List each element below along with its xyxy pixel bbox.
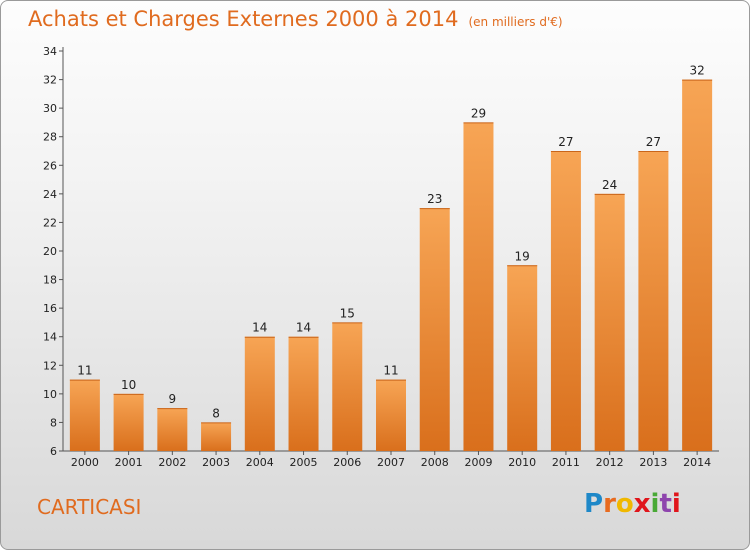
y-tick-label: 22 bbox=[43, 216, 57, 229]
bar bbox=[463, 122, 494, 451]
y-tick-label: 6 bbox=[50, 445, 57, 458]
bar-value-label: 9 bbox=[169, 392, 177, 406]
bar bbox=[244, 336, 275, 451]
bar bbox=[288, 336, 319, 451]
y-tick-label: 14 bbox=[43, 331, 57, 344]
bar-value-label: 27 bbox=[646, 135, 661, 149]
bar bbox=[376, 379, 406, 451]
chart-unit: (en milliers d'€) bbox=[468, 15, 563, 29]
x-tick-label: 2007 bbox=[377, 456, 405, 469]
logo-letter: P bbox=[584, 489, 604, 519]
logo-letter: i bbox=[671, 489, 681, 519]
bar bbox=[332, 322, 363, 451]
bar-value-label: 27 bbox=[558, 135, 573, 149]
bar-value-label: 11 bbox=[77, 364, 92, 378]
x-tick-label: 2004 bbox=[246, 456, 274, 469]
chart-title-block: Achats et Charges Externes 2000 à 2014 (e… bbox=[28, 7, 563, 31]
bar-value-label: 14 bbox=[296, 321, 311, 335]
logo-letter: t bbox=[659, 489, 672, 519]
x-tick-label: 2003 bbox=[202, 456, 230, 469]
x-tick-label: 2009 bbox=[464, 456, 492, 469]
x-tick-label: 2014 bbox=[683, 456, 711, 469]
bar bbox=[69, 379, 100, 451]
x-tick-label: 2002 bbox=[158, 456, 186, 469]
x-tick-label: 2010 bbox=[508, 456, 536, 469]
y-tick-label: 32 bbox=[43, 74, 57, 87]
y-tick-label: 26 bbox=[43, 159, 57, 172]
bar-value-label: 19 bbox=[515, 249, 530, 263]
y-tick-label: 28 bbox=[43, 131, 57, 144]
x-tick-label: 2008 bbox=[421, 456, 449, 469]
bar bbox=[507, 265, 538, 451]
y-tick-label: 10 bbox=[43, 388, 57, 401]
bar-value-label: 11 bbox=[383, 364, 398, 378]
bar-value-label: 8 bbox=[212, 406, 220, 420]
logo-letter: x bbox=[633, 489, 651, 519]
bar bbox=[594, 193, 625, 451]
y-tick-label: 30 bbox=[43, 102, 57, 115]
bar bbox=[201, 422, 232, 451]
bar-value-label: 32 bbox=[689, 64, 704, 78]
bar-value-label: 29 bbox=[471, 106, 486, 120]
bar-value-label: 10 bbox=[121, 378, 136, 392]
logo-letter: i bbox=[650, 489, 660, 519]
bar-value-label: 23 bbox=[427, 192, 442, 206]
x-tick-label: 2000 bbox=[71, 456, 99, 469]
y-tick-label: 12 bbox=[43, 359, 57, 372]
y-tick-label: 18 bbox=[43, 274, 57, 287]
logo-letter: o bbox=[615, 489, 634, 519]
bar bbox=[550, 151, 581, 451]
commune-name: CARTICASI bbox=[37, 495, 142, 519]
bar-value-label: 24 bbox=[602, 178, 617, 192]
y-tick-label: 20 bbox=[43, 245, 57, 258]
y-tick-label: 34 bbox=[43, 45, 57, 58]
bar bbox=[113, 393, 144, 451]
x-tick-label: 2013 bbox=[639, 456, 667, 469]
x-tick-label: 2005 bbox=[290, 456, 318, 469]
bar-value-label: 15 bbox=[340, 306, 355, 320]
y-tick-label: 8 bbox=[50, 416, 57, 429]
chart-title: Achats et Charges Externes 2000 à 2014 bbox=[28, 7, 459, 31]
proxiti-logo: Proxiti bbox=[584, 489, 681, 519]
bar bbox=[682, 79, 713, 452]
bar-value-label: 14 bbox=[252, 321, 267, 335]
bar bbox=[157, 408, 188, 451]
y-tick-label: 24 bbox=[43, 188, 57, 201]
x-tick-label: 2011 bbox=[552, 456, 580, 469]
bar bbox=[638, 151, 669, 451]
bar bbox=[419, 208, 450, 451]
x-tick-label: 2012 bbox=[596, 456, 624, 469]
logo-letter: r bbox=[603, 489, 616, 519]
x-tick-label: 2001 bbox=[115, 456, 143, 469]
x-tick-label: 2006 bbox=[333, 456, 361, 469]
y-tick-label: 16 bbox=[43, 302, 57, 315]
